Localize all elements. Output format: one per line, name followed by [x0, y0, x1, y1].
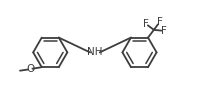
Text: F: F — [161, 26, 166, 36]
Text: O: O — [26, 64, 34, 74]
Text: F: F — [143, 19, 149, 29]
Text: NH: NH — [87, 47, 103, 57]
Text: F: F — [157, 17, 163, 27]
